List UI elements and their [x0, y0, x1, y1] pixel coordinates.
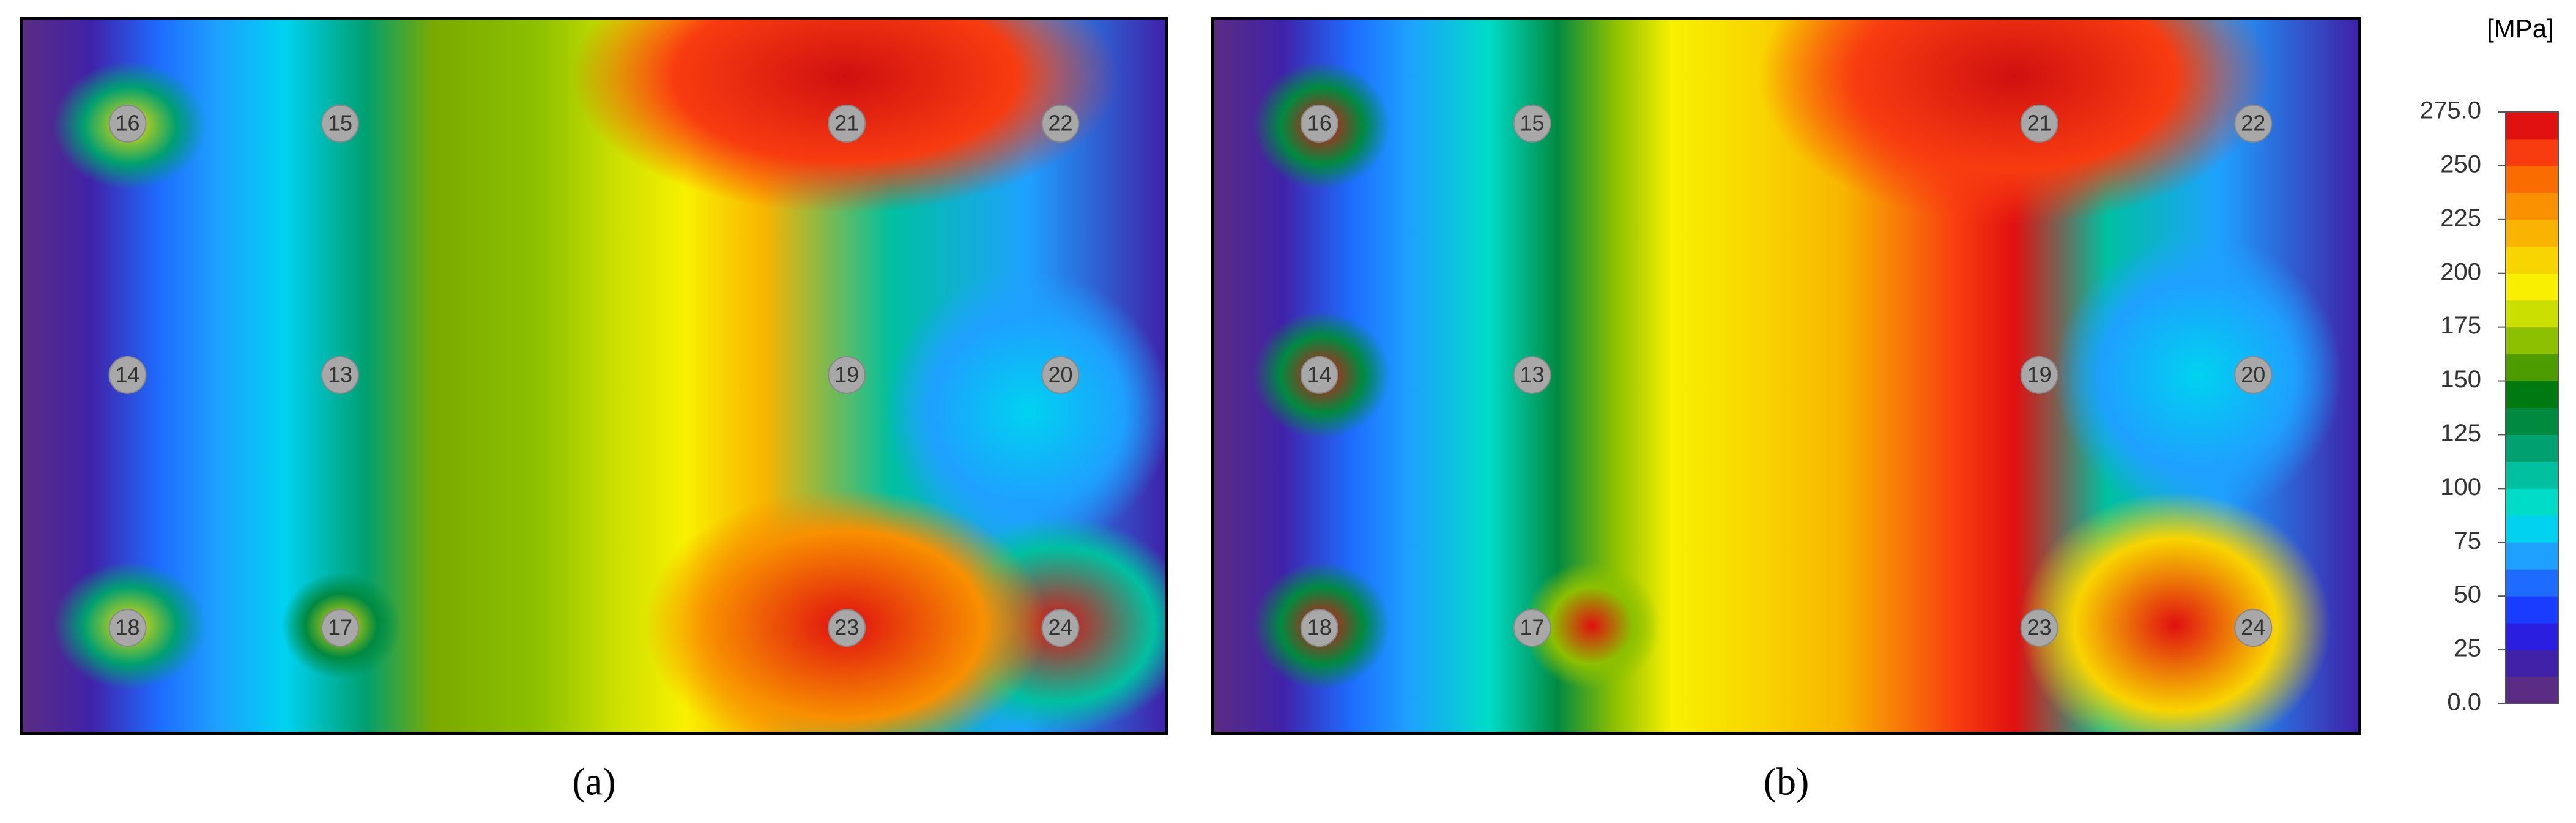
node-label: 17 — [1520, 615, 1544, 640]
panel-caption: (a) — [572, 760, 615, 803]
contour-panel — [20, 17, 1168, 735]
node-marker — [2020, 609, 2058, 647]
colorbar-band — [2506, 461, 2558, 489]
colorbar-band — [2506, 327, 2558, 355]
colorbar-unit: [MPa] — [2487, 14, 2554, 43]
node-label: 24 — [2241, 615, 2265, 640]
node-marker — [1041, 356, 1080, 394]
node-label: 20 — [1048, 362, 1072, 387]
node-marker — [828, 609, 866, 647]
colorbar-tick-label: 75 — [2454, 527, 2482, 554]
node-marker — [1300, 609, 1338, 647]
node-label: 24 — [1048, 615, 1072, 640]
colorbar-band — [2506, 569, 2558, 597]
colorbar-frame — [2505, 111, 2559, 704]
colorbar-tick-label: 125 — [2440, 420, 2481, 447]
node-label: 13 — [328, 362, 352, 387]
colorbar-band — [2506, 408, 2558, 435]
node-marker — [108, 609, 147, 647]
node-marker — [1300, 104, 1338, 143]
colorbar-band — [2506, 219, 2558, 247]
node-marker — [2234, 609, 2273, 647]
node-marker — [2234, 104, 2273, 143]
node-marker — [321, 609, 359, 647]
node-marker — [828, 356, 866, 394]
colorbar-band — [2506, 112, 2558, 140]
colorbar-band — [2506, 515, 2558, 543]
colorbar-band — [2506, 677, 2558, 704]
contour-panel — [1211, 17, 2361, 735]
colorbar-band — [2506, 192, 2558, 220]
node-label: 19 — [834, 362, 859, 387]
node-label: 20 — [2241, 362, 2265, 387]
node-label: 21 — [2027, 110, 2052, 135]
colorbar-tick-label: 50 — [2454, 581, 2482, 608]
node-label: 16 — [116, 110, 140, 135]
node-marker — [108, 104, 147, 143]
node-marker — [828, 104, 866, 143]
node-label: 14 — [1307, 362, 1332, 387]
node-marker — [321, 104, 359, 143]
node-label: 23 — [834, 615, 859, 640]
node-label: 17 — [328, 615, 352, 640]
colorbar-band — [2506, 246, 2558, 274]
colorbar-tick-label: 100 — [2440, 474, 2481, 501]
colorbar-tick-label: 150 — [2440, 366, 2481, 393]
colorbar-band — [2506, 434, 2558, 462]
colorbar-tick-label: 0.0 — [2447, 689, 2481, 716]
node-label: 18 — [116, 615, 140, 640]
colorbar-tick-label: 250 — [2440, 151, 2481, 177]
node-marker — [1513, 104, 1551, 143]
node-marker — [1300, 356, 1338, 394]
node-label: 21 — [834, 110, 859, 135]
colorbar-band — [2506, 273, 2558, 301]
colorbar-band — [2506, 138, 2558, 166]
node-marker — [1513, 356, 1551, 394]
node-marker — [321, 356, 359, 394]
colorbar-band — [2506, 300, 2558, 328]
node-label: 15 — [1520, 110, 1544, 135]
node-label: 16 — [1307, 110, 1332, 135]
node-marker — [2234, 356, 2273, 394]
colorbar-tick-label: 25 — [2454, 635, 2482, 662]
panel-caption: (b) — [1764, 760, 1810, 803]
colorbar-tick-label: 200 — [2440, 258, 2481, 285]
colorbar-band — [2506, 596, 2558, 624]
colorbar-band — [2506, 165, 2558, 193]
node-label: 14 — [116, 362, 140, 387]
colorbar-band — [2506, 488, 2558, 516]
colorbar-band — [2506, 650, 2558, 677]
node-label: 13 — [1520, 362, 1544, 387]
node-label: 22 — [1048, 110, 1072, 135]
node-marker — [1041, 609, 1080, 647]
colorbar-tick-label: 225 — [2440, 204, 2481, 231]
node-label: 19 — [2027, 362, 2052, 387]
colorbar-tick-label: 175 — [2440, 312, 2481, 339]
colorbar-band — [2506, 381, 2558, 408]
colorbar-band — [2506, 623, 2558, 650]
colorbar-band — [2506, 354, 2558, 382]
colorbar-band — [2506, 542, 2558, 570]
node-marker — [2020, 356, 2058, 394]
node-marker — [1513, 609, 1551, 647]
node-label: 15 — [328, 110, 352, 135]
node-label: 18 — [1307, 615, 1332, 640]
node-label: 23 — [2027, 615, 2052, 640]
node-label: 22 — [2241, 110, 2265, 135]
node-marker — [2020, 104, 2058, 143]
node-marker — [1041, 104, 1080, 143]
node-marker — [108, 356, 147, 394]
colorbar-tick-label: 275.0 — [2420, 97, 2481, 124]
